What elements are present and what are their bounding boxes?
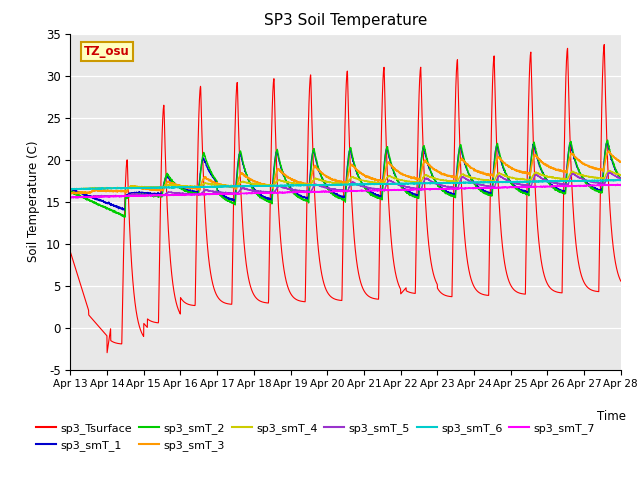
sp3_smT_3 [162,181,170,187]
sp3_smT_1 [278,168,285,173]
sp3_smT_7 [606,182,614,188]
sp3_Tsurface [67,249,74,255]
sp3_smT_4 [278,178,285,184]
sp3_smT_2 [67,190,74,195]
sp3_smT_7 [547,184,555,190]
sp3_smT_2 [547,182,555,188]
sp3_smT_5 [278,184,285,190]
sp3_smT_1 [129,191,137,196]
Text: TZ_osu: TZ_osu [84,45,130,59]
sp3_smT_6 [617,177,625,183]
sp3_smT_3 [607,151,614,156]
sp3_Tsurface [617,278,625,284]
sp3_smT_5 [547,179,555,184]
sp3_smT_4 [607,168,614,174]
sp3_smT_3 [617,159,625,165]
Line: sp3_smT_3: sp3_smT_3 [70,151,621,193]
sp3_smT_4 [547,174,555,180]
sp3_smT_4 [617,172,625,178]
sp3_smT_6 [129,185,137,191]
sp3_smT_4 [67,186,74,192]
sp3_smT_3 [278,169,285,175]
sp3_smT_4 [68,187,76,192]
sp3_smT_3 [605,148,612,154]
sp3_smT_6 [547,178,555,184]
sp3_smT_7 [68,195,76,201]
Line: sp3_smT_7: sp3_smT_7 [70,184,621,198]
Line: sp3_smT_5: sp3_smT_5 [70,172,621,198]
sp3_smT_6 [301,182,309,188]
sp3_smT_7 [129,193,137,199]
sp3_smT_2 [278,165,285,171]
sp3_smT_3 [68,191,76,196]
sp3_smT_7 [278,190,285,196]
sp3_smT_2 [162,174,170,180]
Line: sp3_Tsurface: sp3_Tsurface [70,45,621,353]
sp3_smT_5 [67,195,74,201]
sp3_smT_2 [607,150,614,156]
sp3_smT_4 [301,181,309,187]
sp3_smT_1 [301,195,309,201]
sp3_Tsurface [607,212,614,217]
sp3_smT_2 [604,137,611,143]
sp3_smT_3 [301,180,309,186]
sp3_smT_3 [129,184,137,190]
sp3_smT_6 [162,185,170,191]
sp3_Tsurface [162,173,170,179]
sp3_smT_1 [67,186,74,192]
sp3_smT_1 [604,139,611,145]
sp3_smT_7 [67,194,74,200]
sp3_smT_2 [301,198,309,204]
Title: SP3 Soil Temperature: SP3 Soil Temperature [264,13,428,28]
sp3_smT_5 [606,169,614,175]
sp3_smT_5 [129,191,137,197]
sp3_smT_1 [121,207,129,213]
Y-axis label: Soil Temperature (C): Soil Temperature (C) [28,141,40,263]
sp3_smT_7 [301,189,309,194]
sp3_Tsurface [103,350,111,356]
sp3_smT_1 [617,176,625,181]
Line: sp3_smT_1: sp3_smT_1 [70,142,621,210]
sp3_smT_4 [129,183,137,189]
sp3_smT_7 [614,181,621,187]
sp3_smT_2 [617,177,625,182]
sp3_smT_2 [121,214,129,220]
sp3_smT_5 [301,188,309,194]
sp3_smT_6 [606,178,614,183]
sp3_smT_5 [162,191,170,197]
sp3_smT_1 [607,152,614,158]
sp3_smT_4 [162,182,170,188]
sp3_smT_5 [607,170,614,176]
sp3_Tsurface [600,42,608,48]
sp3_smT_6 [278,182,285,188]
sp3_Tsurface [547,286,555,291]
sp3_smT_5 [617,176,625,181]
sp3_smT_6 [612,177,620,183]
sp3_Tsurface [278,248,285,254]
sp3_smT_5 [67,194,74,200]
sp3_smT_2 [129,192,137,197]
sp3_smT_4 [606,168,614,173]
sp3_smT_7 [162,192,170,198]
Legend: sp3_Tsurface, sp3_smT_1, sp3_smT_2, sp3_smT_3, sp3_smT_4, sp3_smT_5, sp3_smT_6, : sp3_Tsurface, sp3_smT_1, sp3_smT_2, sp3_… [32,419,600,455]
sp3_smT_7 [617,182,625,188]
Text: Time: Time [597,410,627,423]
sp3_Tsurface [129,284,137,290]
sp3_smT_6 [67,186,74,192]
sp3_smT_3 [547,165,555,170]
sp3_smT_3 [67,191,74,196]
sp3_smT_1 [547,181,555,187]
Line: sp3_smT_6: sp3_smT_6 [70,180,621,189]
sp3_smT_1 [162,174,170,180]
Line: sp3_smT_2: sp3_smT_2 [70,140,621,217]
sp3_Tsurface [301,283,309,288]
sp3_smT_6 [68,186,76,192]
Line: sp3_smT_4: sp3_smT_4 [70,170,621,190]
